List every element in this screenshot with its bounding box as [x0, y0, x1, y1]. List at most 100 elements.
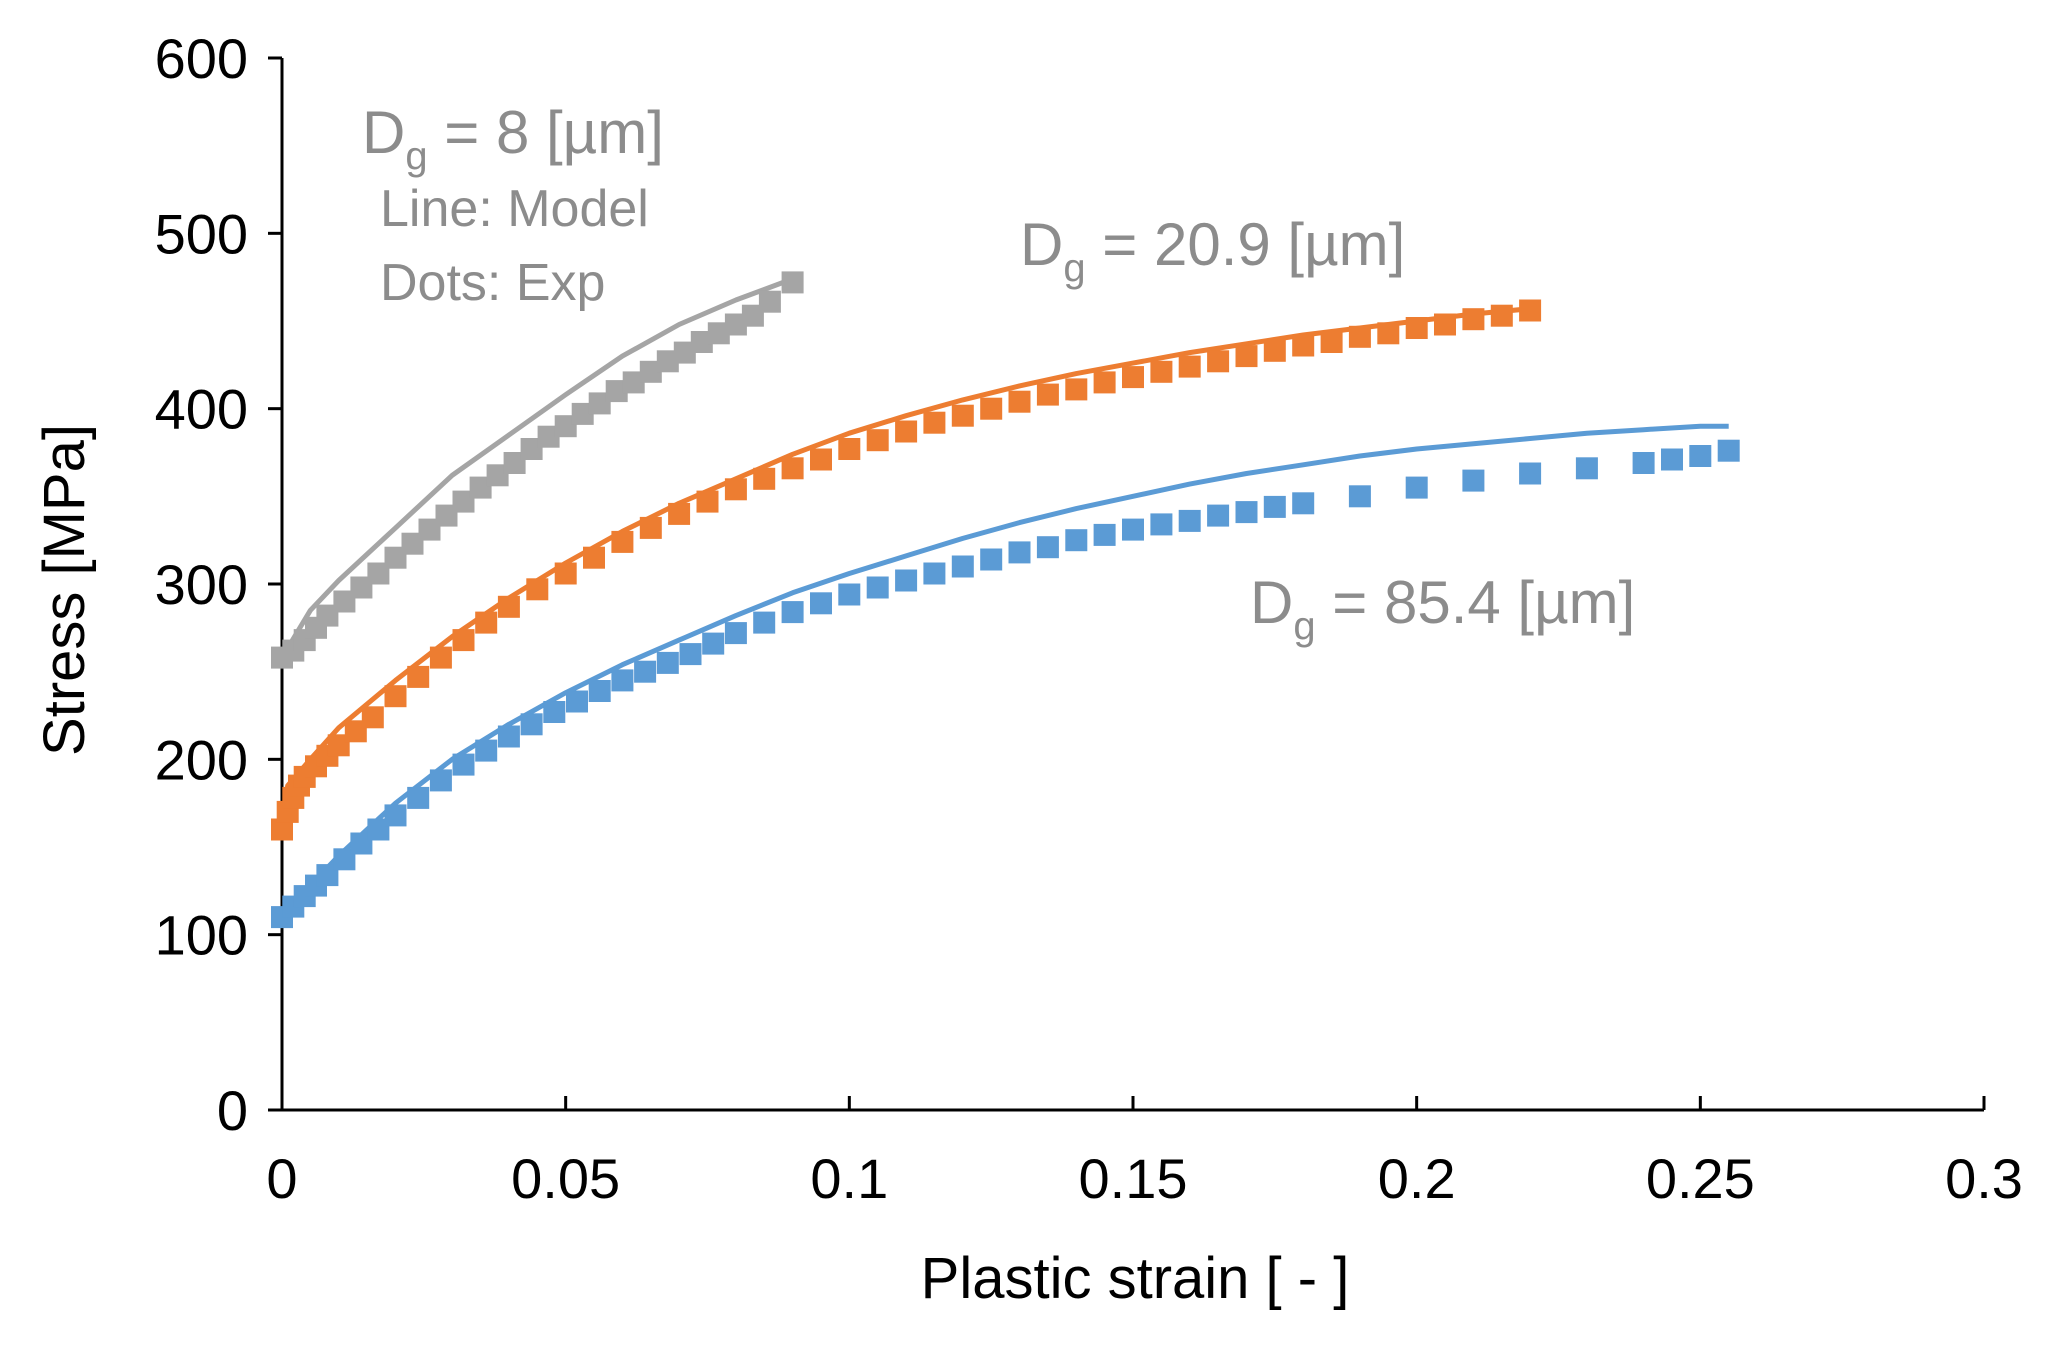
- x-tick-label: 0.1: [810, 1147, 888, 1210]
- exp-point: [1263, 339, 1286, 362]
- exp-point: [583, 546, 605, 569]
- exp-point: [503, 452, 526, 474]
- y-tick-label: 200: [155, 728, 248, 791]
- exp-point: [554, 562, 577, 585]
- series-dg-20-9-m-exp: [271, 299, 1542, 841]
- exp-point: [1065, 529, 1088, 552]
- exp-point: [1348, 485, 1371, 508]
- exp-point: [316, 604, 339, 627]
- exp-point: [367, 818, 390, 841]
- exp-point: [605, 380, 628, 403]
- annotation-line-model: Line: Model: [380, 180, 649, 238]
- exp-point: [1320, 331, 1343, 353]
- y-tick-label: 400: [155, 378, 248, 441]
- annotation-dg-20-9-rest: = 20.9 [µm]: [1086, 211, 1406, 278]
- exp-point: [537, 425, 560, 448]
- annotation-dg-8-sub: g: [405, 134, 427, 178]
- exp-point: [1490, 304, 1513, 327]
- exp-point: [407, 665, 430, 688]
- exp-point: [679, 643, 702, 666]
- exp-point: [753, 467, 776, 490]
- exp-point: [611, 530, 634, 553]
- annotation-dg-85-4-main: D: [1250, 569, 1293, 636]
- exp-point: [1348, 325, 1371, 348]
- exp-point: [1292, 334, 1315, 357]
- series-dg-8-m-model: [279, 276, 794, 659]
- annotation-dg-8-main: D: [362, 99, 405, 166]
- exp-point: [452, 753, 475, 776]
- annotation-dots-exp: Dots: Exp: [380, 254, 605, 312]
- exp-point: [520, 713, 543, 736]
- exp-point: [866, 429, 889, 452]
- x-tick-label: 0.3: [1945, 1147, 2023, 1210]
- x-tick-label: 0.2: [1378, 1147, 1456, 1210]
- exp-point: [526, 578, 549, 601]
- exp-point: [333, 848, 356, 871]
- annotation-dg-85-4-rest: = 85.4 [µm]: [1316, 569, 1636, 636]
- y-axis-title: Stress [MPa]: [32, 424, 97, 756]
- exp-point: [1263, 495, 1286, 518]
- exp-point: [1122, 366, 1144, 389]
- exp-point: [895, 420, 918, 443]
- exp-point: [1462, 308, 1485, 331]
- annotation-dg-8: Dg = 8 [µm]: [362, 99, 664, 178]
- x-ticks: 0 0.05 0.1 0.15 0.2 0.25 0.3: [266, 1096, 2023, 1210]
- exp-point: [1008, 390, 1031, 413]
- exp-point: [696, 490, 719, 513]
- exp-point: [1036, 536, 1059, 559]
- exp-point: [475, 739, 498, 762]
- exp-point: [980, 548, 1003, 571]
- exp-point: [724, 622, 747, 645]
- series-layer: [271, 271, 1740, 929]
- exp-point: [690, 331, 713, 353]
- exp-point: [923, 411, 946, 434]
- exp-point: [781, 457, 804, 480]
- exp-point: [327, 734, 350, 757]
- exp-point: [429, 646, 452, 669]
- exp-point: [1122, 518, 1144, 541]
- exp-point: [271, 818, 293, 841]
- exp-point: [1065, 378, 1088, 401]
- exp-point: [452, 490, 475, 513]
- exp-point: [1405, 476, 1428, 499]
- y-tick-label: 600: [155, 27, 248, 90]
- exp-point: [435, 504, 458, 527]
- exp-point: [1632, 452, 1655, 474]
- exp-point: [486, 464, 509, 487]
- exp-point: [384, 685, 407, 708]
- exp-point: [367, 562, 390, 585]
- exp-point: [656, 350, 679, 373]
- exp-point: [838, 438, 861, 460]
- y-tick-label: 100: [155, 904, 248, 967]
- exp-point: [520, 438, 543, 460]
- exp-point: [588, 392, 611, 415]
- exp-point: [1519, 299, 1542, 322]
- exp-point: [1178, 355, 1201, 378]
- exp-point: [1717, 439, 1740, 462]
- exp-point: [344, 720, 367, 743]
- exp-point: [452, 629, 475, 652]
- exp-point: [571, 402, 594, 425]
- x-tick-label: 0: [266, 1147, 297, 1210]
- exp-point: [497, 725, 520, 748]
- annotation-dg-85-4: Dg = 85.4 [µm]: [1250, 569, 1635, 648]
- exp-point: [350, 832, 373, 855]
- x-tick-label: 0.25: [1646, 1147, 1755, 1210]
- exp-point: [1150, 513, 1173, 536]
- exp-point: [384, 804, 407, 827]
- series-dg-8-m-exp: [271, 271, 804, 669]
- x-tick-label: 0.05: [511, 1147, 620, 1210]
- exp-point: [1519, 462, 1542, 485]
- axes: 0 0.05 0.1 0.15 0.2 0.25 0.3 0 100 200 300 400 500 6…: [155, 27, 2023, 1210]
- annotation-dg-20-9: Dg = 20.9 [µm]: [1020, 211, 1405, 290]
- exp-point: [634, 660, 657, 683]
- x-axis-title: Plastic strain [ - ]: [921, 1246, 1350, 1311]
- exp-point: [588, 680, 611, 702]
- exp-point: [724, 478, 747, 501]
- exp-point: [384, 546, 407, 569]
- annotation-dg-20-9-main: D: [1020, 211, 1063, 278]
- exp-point: [668, 502, 691, 525]
- exp-point: [810, 448, 832, 471]
- exp-point: [543, 701, 566, 723]
